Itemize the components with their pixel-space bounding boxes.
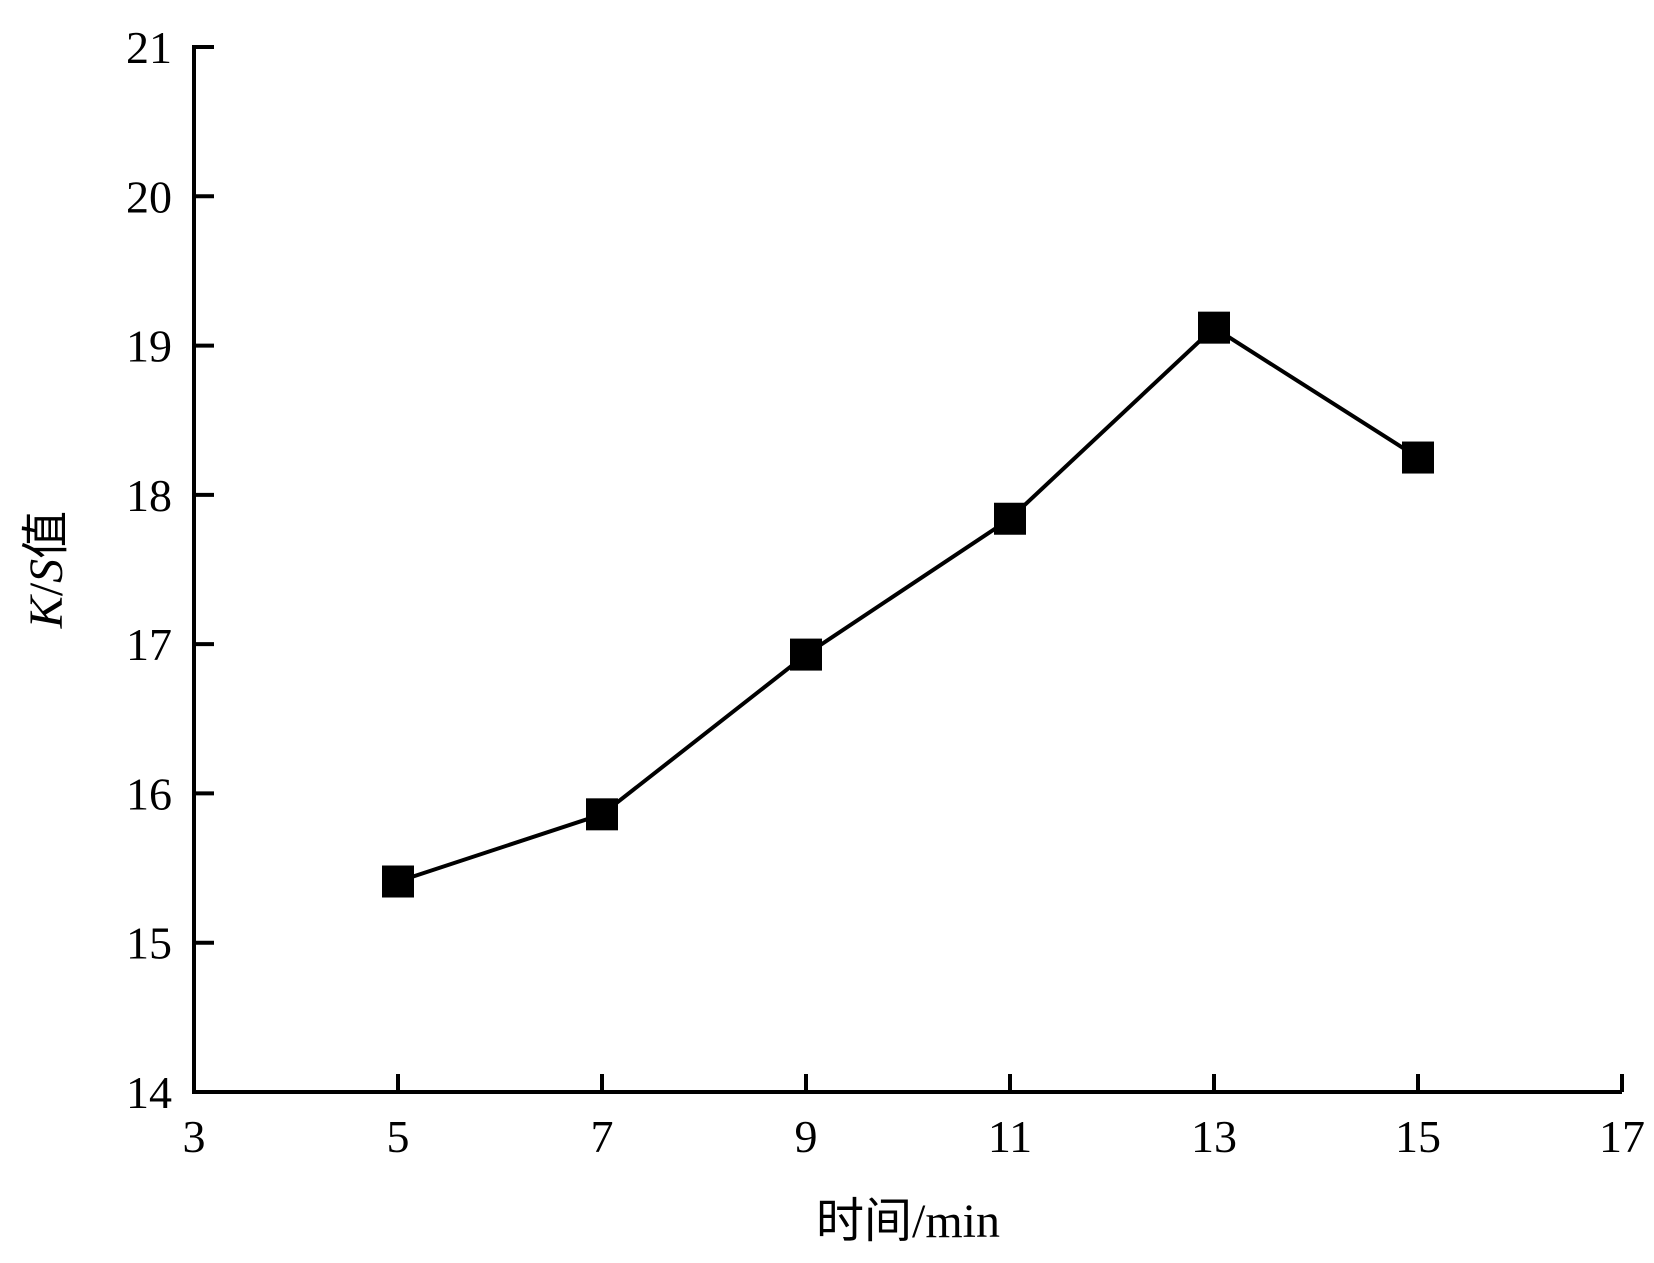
y-axis-title: K/S值 (20, 511, 73, 629)
y-axis-title-slash: / (20, 582, 73, 596)
x-tick-label: 17 (1599, 1111, 1645, 1162)
data-point-marker (1198, 311, 1230, 344)
series-line (397, 325, 1420, 884)
y-tick-label: 19 (126, 321, 172, 372)
x-tick-label: 13 (1191, 1111, 1237, 1162)
y-tick-label: 14 (126, 1067, 172, 1118)
x-tick-label: 7 (591, 1111, 614, 1162)
y-tick-label: 21 (126, 22, 172, 73)
x-axis-title: 时间/min (816, 1195, 1000, 1248)
y-tick-label: 16 (126, 768, 172, 819)
x-tick-label: 11 (988, 1111, 1032, 1162)
data-point-marker (382, 865, 414, 898)
data-point-marker (1402, 441, 1434, 474)
y-axis-title-suffix: 值 (20, 511, 73, 559)
data-point-marker (994, 502, 1026, 535)
data-point-marker (790, 638, 822, 671)
y-tick-label: 18 (126, 470, 172, 521)
y-axis-title-s: S (20, 559, 73, 583)
data-point-marker (586, 798, 618, 831)
x-tick-label: 5 (387, 1111, 410, 1162)
y-tick-label: 17 (126, 619, 172, 670)
y-tick-label: 15 (126, 918, 172, 969)
x-tick-label: 3 (183, 1111, 206, 1162)
y-axis-title-k: K (20, 593, 73, 629)
x-tick-label: 9 (795, 1111, 818, 1162)
x-ticks: 3 5 7 9 11 13 15 17 (183, 1074, 1645, 1162)
axes (192, 45, 1622, 1094)
y-ticks: 14 15 16 17 18 19 20 21 (126, 22, 214, 1118)
series (382, 311, 1434, 898)
y-tick-label: 20 (126, 171, 172, 222)
x-tick-label: 15 (1395, 1111, 1441, 1162)
